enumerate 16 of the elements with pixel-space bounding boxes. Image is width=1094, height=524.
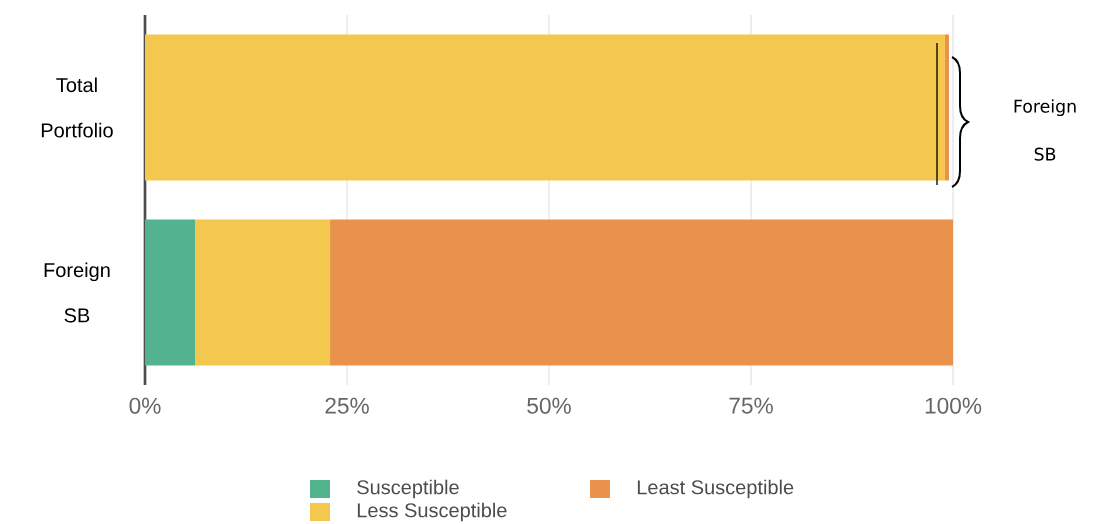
text: Foreign SB (1014, 99, 1076, 161)
x-tick-label: 25% (325, 397, 369, 414)
bar (944, 34, 949, 181)
bar (195, 219, 331, 366)
legend-label: Least Susceptible (637, 479, 794, 499)
x-tick-label: 100% (925, 397, 982, 414)
x-tick-label: 75% (729, 397, 773, 414)
x-tick-label: 50% (527, 397, 571, 414)
category-label: Foreign SB (44, 262, 110, 323)
bar (145, 219, 196, 366)
x-tick-label: 0% (129, 397, 161, 414)
category-label: Total Portfolio (41, 77, 113, 138)
bar (330, 219, 954, 366)
bar (145, 34, 945, 181)
legend-label: Less Susceptible (357, 502, 507, 522)
legend-label: Susceptible (357, 479, 459, 499)
